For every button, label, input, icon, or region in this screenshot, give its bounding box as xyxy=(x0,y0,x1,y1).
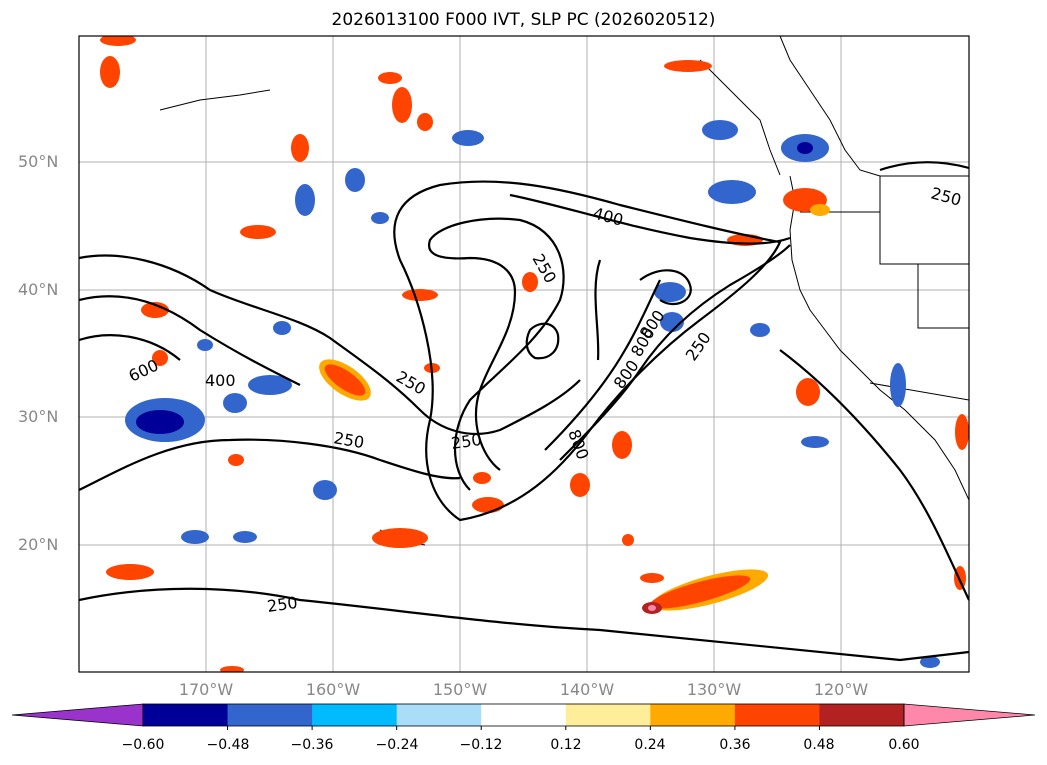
colorbar-swatch xyxy=(565,704,651,726)
colorbar-swatch xyxy=(481,704,567,726)
colorbar-tick-label: −0.24 xyxy=(375,737,419,753)
contour-250-west xyxy=(79,254,581,435)
lon-tick: 150°W xyxy=(432,680,488,699)
colorbar-swatch xyxy=(819,704,905,726)
colorbar-tick-label: −0.48 xyxy=(206,737,250,753)
contour-250-east xyxy=(779,349,969,601)
lat-tick: 50°N xyxy=(18,152,59,171)
us-west-coast xyxy=(789,175,969,501)
contour-800-jet-2 xyxy=(544,279,661,451)
colorbar xyxy=(11,703,1036,730)
contour-250-far-south xyxy=(79,587,969,662)
colorbar-swatch xyxy=(312,704,398,726)
contour-800-jet xyxy=(559,244,791,461)
colorbar-tick-label: 0.48 xyxy=(803,737,835,753)
colorbar-tick-label: 0.24 xyxy=(634,737,666,753)
lon-tick: 160°W xyxy=(305,680,361,699)
alaska-panhandle xyxy=(699,59,781,176)
negative-anomalies xyxy=(125,120,940,668)
lon-tick: 120°W xyxy=(813,680,869,699)
colorbar-swatch xyxy=(143,704,229,726)
lat-tick: 40°N xyxy=(18,280,59,299)
lon-tick: 140°W xyxy=(559,680,615,699)
lon-tick: 170°W xyxy=(178,680,234,699)
colorbar-swatch xyxy=(650,704,736,726)
colorbar-extend-high xyxy=(903,703,1036,727)
colorbar-tick-label: 0.36 xyxy=(719,737,751,753)
map-frame xyxy=(78,35,970,673)
contour-250-central xyxy=(393,180,782,522)
plot-title: 2026013100 F000 IVT, SLP PC (2026020512) xyxy=(331,10,716,30)
contour-600-west xyxy=(79,334,181,361)
us-mexico-border xyxy=(869,382,969,401)
contour-400-west xyxy=(79,295,301,386)
colorbar-tick-label: 0.60 xyxy=(888,737,920,753)
colorbar-swatch xyxy=(227,704,313,726)
colorbar-border xyxy=(142,703,905,727)
lat-tick: 30°N xyxy=(18,407,59,426)
colorbar-tick-label: −0.12 xyxy=(459,737,503,753)
contour-label: 250 xyxy=(450,430,483,453)
contour-400-north xyxy=(509,193,791,245)
contour-250-northeast xyxy=(879,161,969,172)
colorbar-extend-low xyxy=(11,703,144,727)
contour-label: 400 xyxy=(205,371,236,390)
contour-400-central xyxy=(427,217,565,491)
slp-contours xyxy=(79,161,969,662)
colorbar-tick-label: −0.36 xyxy=(290,737,334,753)
canada-coast xyxy=(779,36,969,177)
colorbar-swatch xyxy=(734,704,820,726)
contour-inner-2 xyxy=(639,269,692,306)
state-border-3 xyxy=(917,264,969,329)
contour-label: 250 xyxy=(266,593,299,616)
contour-250-south xyxy=(79,438,461,491)
state-border-1 xyxy=(879,176,969,265)
contour-inner xyxy=(594,259,602,361)
colorbar-swatch xyxy=(396,704,482,726)
contour-closed-1 xyxy=(525,322,560,360)
colorbar-tick-label: 0.12 xyxy=(550,737,582,753)
aleutians xyxy=(159,89,271,111)
colorbar-tick-label: −0.60 xyxy=(121,737,165,753)
lon-tick: 130°W xyxy=(686,680,742,699)
lat-tick: 20°N xyxy=(18,535,59,554)
